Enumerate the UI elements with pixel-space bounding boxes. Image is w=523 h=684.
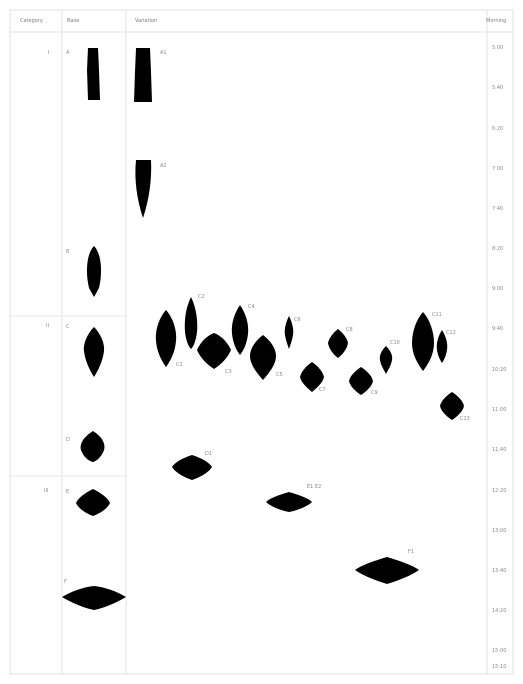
glyph-shape (328, 329, 348, 358)
variant-label: A1 (160, 50, 167, 56)
glyph-shape (134, 48, 152, 102)
time-label: 11:40 (492, 447, 507, 453)
grid-lines (9, 9, 514, 675)
base-label: E (66, 489, 70, 495)
time-label: 15:10 (492, 664, 507, 670)
variant-label: C3 (225, 369, 232, 375)
glyph-shape (379, 346, 393, 374)
glyph-shape (172, 455, 212, 480)
base-label: B (66, 249, 70, 255)
time-label: 13:40 (492, 568, 507, 574)
time-label: 7:00 (492, 166, 504, 172)
variant-column-header: Variation (135, 18, 158, 24)
base-label: A (66, 50, 70, 56)
time-label: 13:00 (492, 528, 507, 534)
glyph-shape (440, 392, 464, 420)
category-label-i: I (48, 50, 50, 56)
time-label: 15:00 (492, 648, 507, 654)
time-label: 5:40 (492, 85, 504, 91)
time-label: 8:20 (492, 246, 504, 252)
glyph-shape (135, 160, 152, 218)
glyph-shape (412, 312, 434, 371)
category-column-header: Category (20, 18, 43, 24)
variant-label: C5 (276, 372, 283, 378)
base-glyphs (62, 48, 126, 610)
glyph-shape (266, 492, 312, 512)
variant-glyphs (134, 48, 464, 584)
glyph-shape (87, 48, 100, 100)
glyph-shape (86, 246, 102, 297)
variant-label: E1 (307, 484, 314, 490)
variant-label: D1 (205, 451, 213, 457)
time-label: 10:20 (492, 367, 507, 373)
variant-label: C1 (176, 362, 183, 368)
base-label: F (64, 579, 67, 585)
variant-label: C4 (248, 304, 255, 310)
glyph-shape (83, 327, 105, 377)
time-label: 9:40 (492, 326, 504, 332)
variant-label: C2 (198, 294, 205, 300)
glyph-shape (184, 297, 198, 349)
variant-label: C11 (432, 312, 442, 318)
category-label-ii: II (46, 323, 49, 329)
variant-label: C6 (294, 317, 301, 323)
glyph-shape (80, 431, 105, 462)
glyph-shape (284, 316, 294, 349)
time-label: 11:00 (492, 407, 507, 413)
variant-label: C9 (371, 390, 378, 396)
time-label: 12:20 (492, 488, 507, 494)
outer-frame (9, 9, 514, 675)
variant-label: C7 (319, 387, 326, 393)
variant-label: C12 (446, 330, 456, 336)
variant-label: F1 (408, 549, 415, 555)
glyph-shape (355, 557, 419, 584)
time-label: 7:40 (492, 206, 504, 212)
variant-label: A2 (160, 163, 167, 169)
base-column-header: Base (67, 18, 80, 24)
glyph-shape (62, 586, 126, 610)
base-label: D (66, 437, 70, 443)
glyph-shape (76, 489, 110, 516)
glyph-shape (300, 362, 324, 392)
time-label: 9:00 (492, 286, 504, 292)
time-label: 6:20 (492, 126, 504, 132)
time-label: 14:20 (492, 608, 507, 614)
variant-label: C8 (346, 327, 353, 333)
base-label: C (66, 324, 70, 330)
variant-label: E2 (315, 484, 322, 490)
time-label: 5:00 (492, 45, 504, 51)
glyph-shape (436, 330, 448, 363)
glyph-shape (349, 367, 373, 395)
glyph-shape (155, 310, 177, 367)
glyph-shape (250, 335, 276, 380)
glyph-shape (197, 333, 231, 369)
variant-label: C10 (390, 340, 400, 346)
variant-label: C13 (460, 416, 470, 422)
time-column-header: Morning (486, 18, 507, 24)
glyph-shape (231, 305, 249, 355)
category-label-iii: III (44, 488, 49, 494)
